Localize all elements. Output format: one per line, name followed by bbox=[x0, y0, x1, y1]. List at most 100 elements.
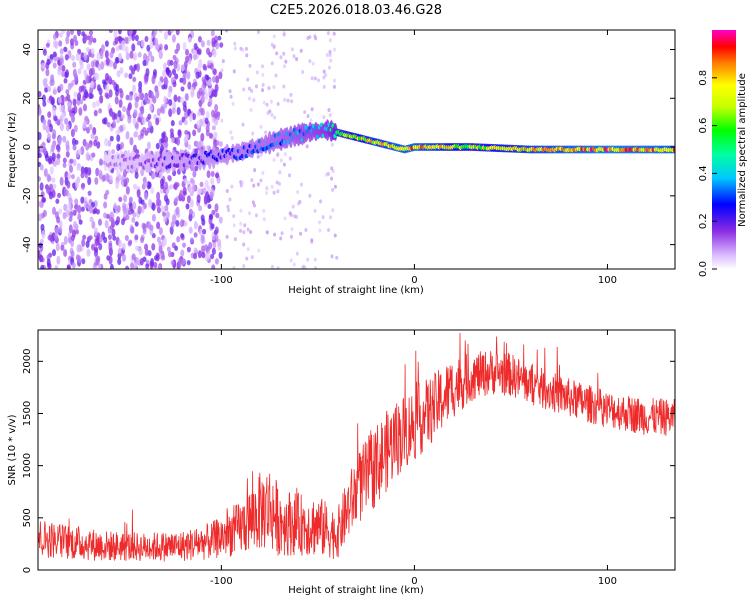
noise-blob bbox=[38, 176, 42, 182]
noise-blob bbox=[173, 94, 178, 103]
noise-blob bbox=[70, 250, 75, 258]
noise-blob bbox=[70, 112, 75, 120]
noise-speckle bbox=[225, 188, 229, 193]
noise-blob bbox=[105, 172, 110, 182]
noise-blob bbox=[82, 234, 87, 240]
noise-blob bbox=[218, 71, 223, 80]
noise-blob bbox=[88, 204, 93, 214]
noise-blob bbox=[55, 198, 60, 204]
noise-blob bbox=[212, 241, 217, 249]
noise-blob bbox=[174, 49, 179, 55]
noise-blob bbox=[162, 69, 167, 78]
noise-speckle bbox=[330, 142, 334, 147]
noise-blob bbox=[162, 211, 167, 217]
noise-blob bbox=[45, 186, 50, 194]
noise-blob bbox=[186, 70, 191, 80]
noise-speckle bbox=[229, 94, 233, 99]
noise-blob bbox=[192, 113, 197, 121]
noise-blob bbox=[119, 67, 124, 74]
noise-blob bbox=[202, 79, 207, 85]
noise-speckle bbox=[292, 54, 296, 59]
noise-blob bbox=[211, 41, 216, 48]
noise-blob bbox=[63, 78, 68, 84]
noise-blob bbox=[99, 94, 104, 104]
noise-blob bbox=[42, 48, 47, 56]
noise-speckle bbox=[308, 59, 312, 64]
noise-blob bbox=[41, 141, 46, 148]
noise-blob bbox=[63, 235, 68, 245]
noise-blob bbox=[61, 30, 66, 35]
noise-blob bbox=[191, 179, 196, 186]
noise-speckle bbox=[301, 265, 305, 269]
noise-speckle bbox=[313, 208, 317, 213]
noise-blob bbox=[153, 255, 158, 261]
noise-blob bbox=[129, 65, 134, 71]
noise-blob bbox=[204, 179, 209, 188]
noise-speckle bbox=[240, 180, 244, 185]
noise-blob bbox=[132, 211, 137, 218]
noise-blob bbox=[202, 63, 207, 70]
noise-blob bbox=[188, 113, 193, 122]
noise-blob bbox=[136, 63, 141, 72]
noise-blob bbox=[85, 240, 90, 248]
noise-blob bbox=[88, 123, 93, 131]
noise-blob bbox=[116, 205, 121, 213]
noise-blob bbox=[179, 189, 184, 199]
noise-blob bbox=[119, 124, 124, 132]
noise-blob bbox=[59, 57, 64, 66]
noise-speckle bbox=[244, 46, 248, 51]
noise-blob bbox=[98, 169, 103, 178]
noise-blob bbox=[167, 90, 172, 98]
noise-blob bbox=[89, 81, 94, 89]
noise-blob bbox=[201, 84, 206, 92]
noise-speckle bbox=[220, 68, 224, 73]
noise-blob bbox=[104, 137, 109, 147]
y-tick-label: 20 bbox=[22, 92, 33, 105]
y-tick-label: 1500 bbox=[22, 401, 33, 426]
noise-blob bbox=[93, 139, 98, 147]
noise-speckle bbox=[289, 234, 293, 239]
noise-speckle bbox=[267, 86, 271, 91]
noise-blob bbox=[171, 107, 176, 115]
noise-blob bbox=[48, 95, 53, 102]
noise-blob bbox=[118, 52, 123, 62]
noise-blob bbox=[132, 201, 137, 210]
noise-blob bbox=[93, 248, 98, 258]
noise-blob bbox=[163, 102, 168, 109]
noise-blob bbox=[54, 233, 59, 241]
noise-speckle bbox=[255, 70, 259, 75]
noise-blob bbox=[183, 220, 188, 227]
noise-blob bbox=[217, 35, 222, 41]
noise-speckle bbox=[318, 228, 322, 233]
noise-blob bbox=[41, 94, 46, 103]
colorbar-label: Normalized spectral amplitude bbox=[737, 73, 748, 227]
noise-blob bbox=[150, 257, 155, 267]
noise-blob bbox=[131, 43, 136, 52]
noise-blob bbox=[86, 63, 91, 71]
noise-blob bbox=[42, 100, 47, 107]
noise-blob bbox=[207, 87, 212, 96]
noise-blob bbox=[169, 128, 174, 135]
noise-blob bbox=[150, 55, 155, 63]
noise-blob bbox=[144, 35, 149, 43]
noise-blob bbox=[52, 161, 57, 168]
noise-blob bbox=[68, 216, 73, 222]
noise-speckle bbox=[279, 55, 283, 60]
noise-blob bbox=[60, 70, 65, 77]
noise-blob bbox=[88, 235, 93, 241]
noise-blob bbox=[156, 221, 161, 230]
noise-blob bbox=[85, 151, 90, 161]
noise-blob bbox=[74, 203, 79, 213]
noise-blob bbox=[133, 183, 138, 190]
noise-speckle bbox=[286, 98, 290, 103]
noise-speckle bbox=[289, 213, 293, 218]
noise-blob bbox=[149, 104, 154, 112]
noise-blob bbox=[93, 109, 98, 117]
noise-speckle bbox=[248, 211, 252, 216]
noise-blob bbox=[197, 64, 202, 72]
spectrogram-panel: -100 0 100 -40 -20 0 20 40 Height of straight … bbox=[7, 29, 676, 296]
noise-speckle bbox=[266, 110, 270, 115]
noise-speckle bbox=[248, 96, 252, 101]
noise-blob bbox=[136, 189, 141, 198]
noise-blob bbox=[201, 252, 206, 259]
